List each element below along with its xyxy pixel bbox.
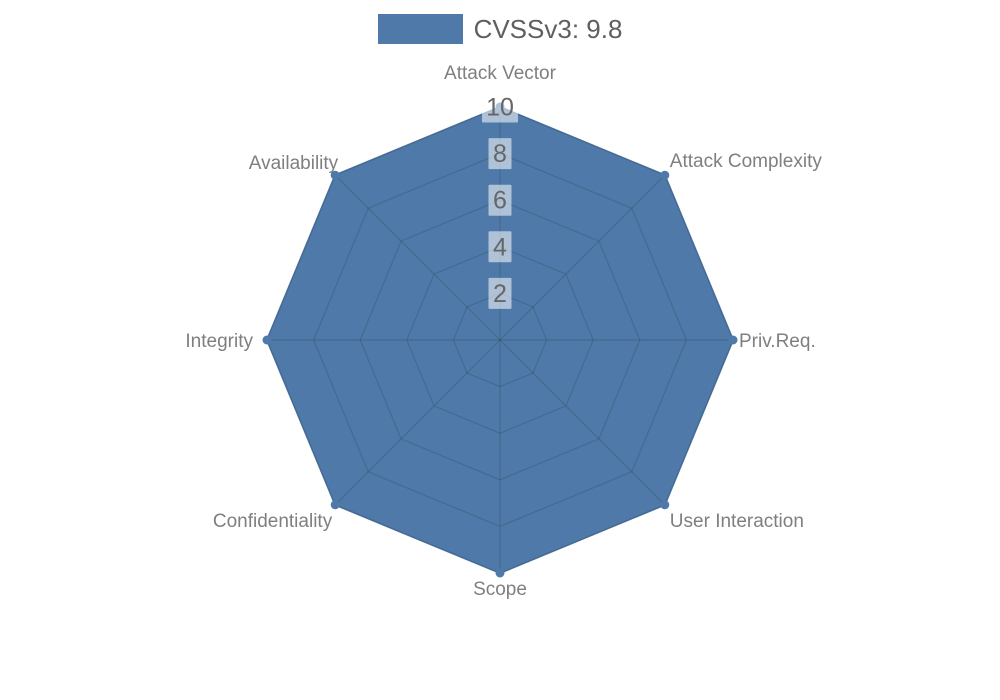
category-label-confidentiality: Confidentiality: [213, 511, 333, 532]
category-label-attack-complexity: Attack Complexity: [670, 151, 823, 172]
category-label-scope: Scope: [473, 579, 527, 600]
category-label-integrity: Integrity: [185, 331, 253, 352]
vertex-marker: [660, 500, 670, 510]
vertex-marker: [728, 335, 738, 345]
tick-label: 6: [493, 187, 507, 215]
tick-label: 8: [493, 140, 507, 168]
grid-spoke: [334, 339, 501, 506]
grid-spoke: [334, 174, 501, 341]
tick-label-box: [488, 277, 512, 309]
legend-swatch: [377, 14, 463, 44]
grid-spoke: [499, 174, 666, 341]
tick-label-box: [488, 231, 512, 263]
category-label-user-interaction: User Interaction: [670, 511, 804, 532]
grid-ring: [312, 152, 688, 528]
tick-label: 4: [493, 233, 507, 261]
tick-label: 10: [486, 94, 514, 122]
tick-label-box: [482, 91, 518, 123]
grid-spoke: [499, 339, 666, 506]
legend-label: CVSSv3: 9.8: [473, 14, 623, 44]
grid-ring: [406, 246, 594, 434]
grid-ring: [359, 199, 641, 481]
vertex-marker: [262, 335, 272, 345]
legend-item[interactable]: CVSSv3: 9.8: [0, 14, 1000, 44]
vertex-marker: [330, 170, 340, 180]
category-label-priv-req: Priv.Req.: [739, 331, 816, 352]
vertex-marker: [660, 170, 670, 180]
tick-label: 2: [493, 280, 507, 308]
grid-ring: [452, 292, 548, 388]
vertex-marker: [330, 500, 340, 510]
vertex-marker: [495, 568, 505, 578]
tick-label-box: [488, 138, 512, 170]
category-label-availability: Availability: [249, 153, 339, 174]
tick-label-box: [488, 184, 512, 216]
category-label-attack-vector: Attack Vector: [444, 63, 557, 84]
